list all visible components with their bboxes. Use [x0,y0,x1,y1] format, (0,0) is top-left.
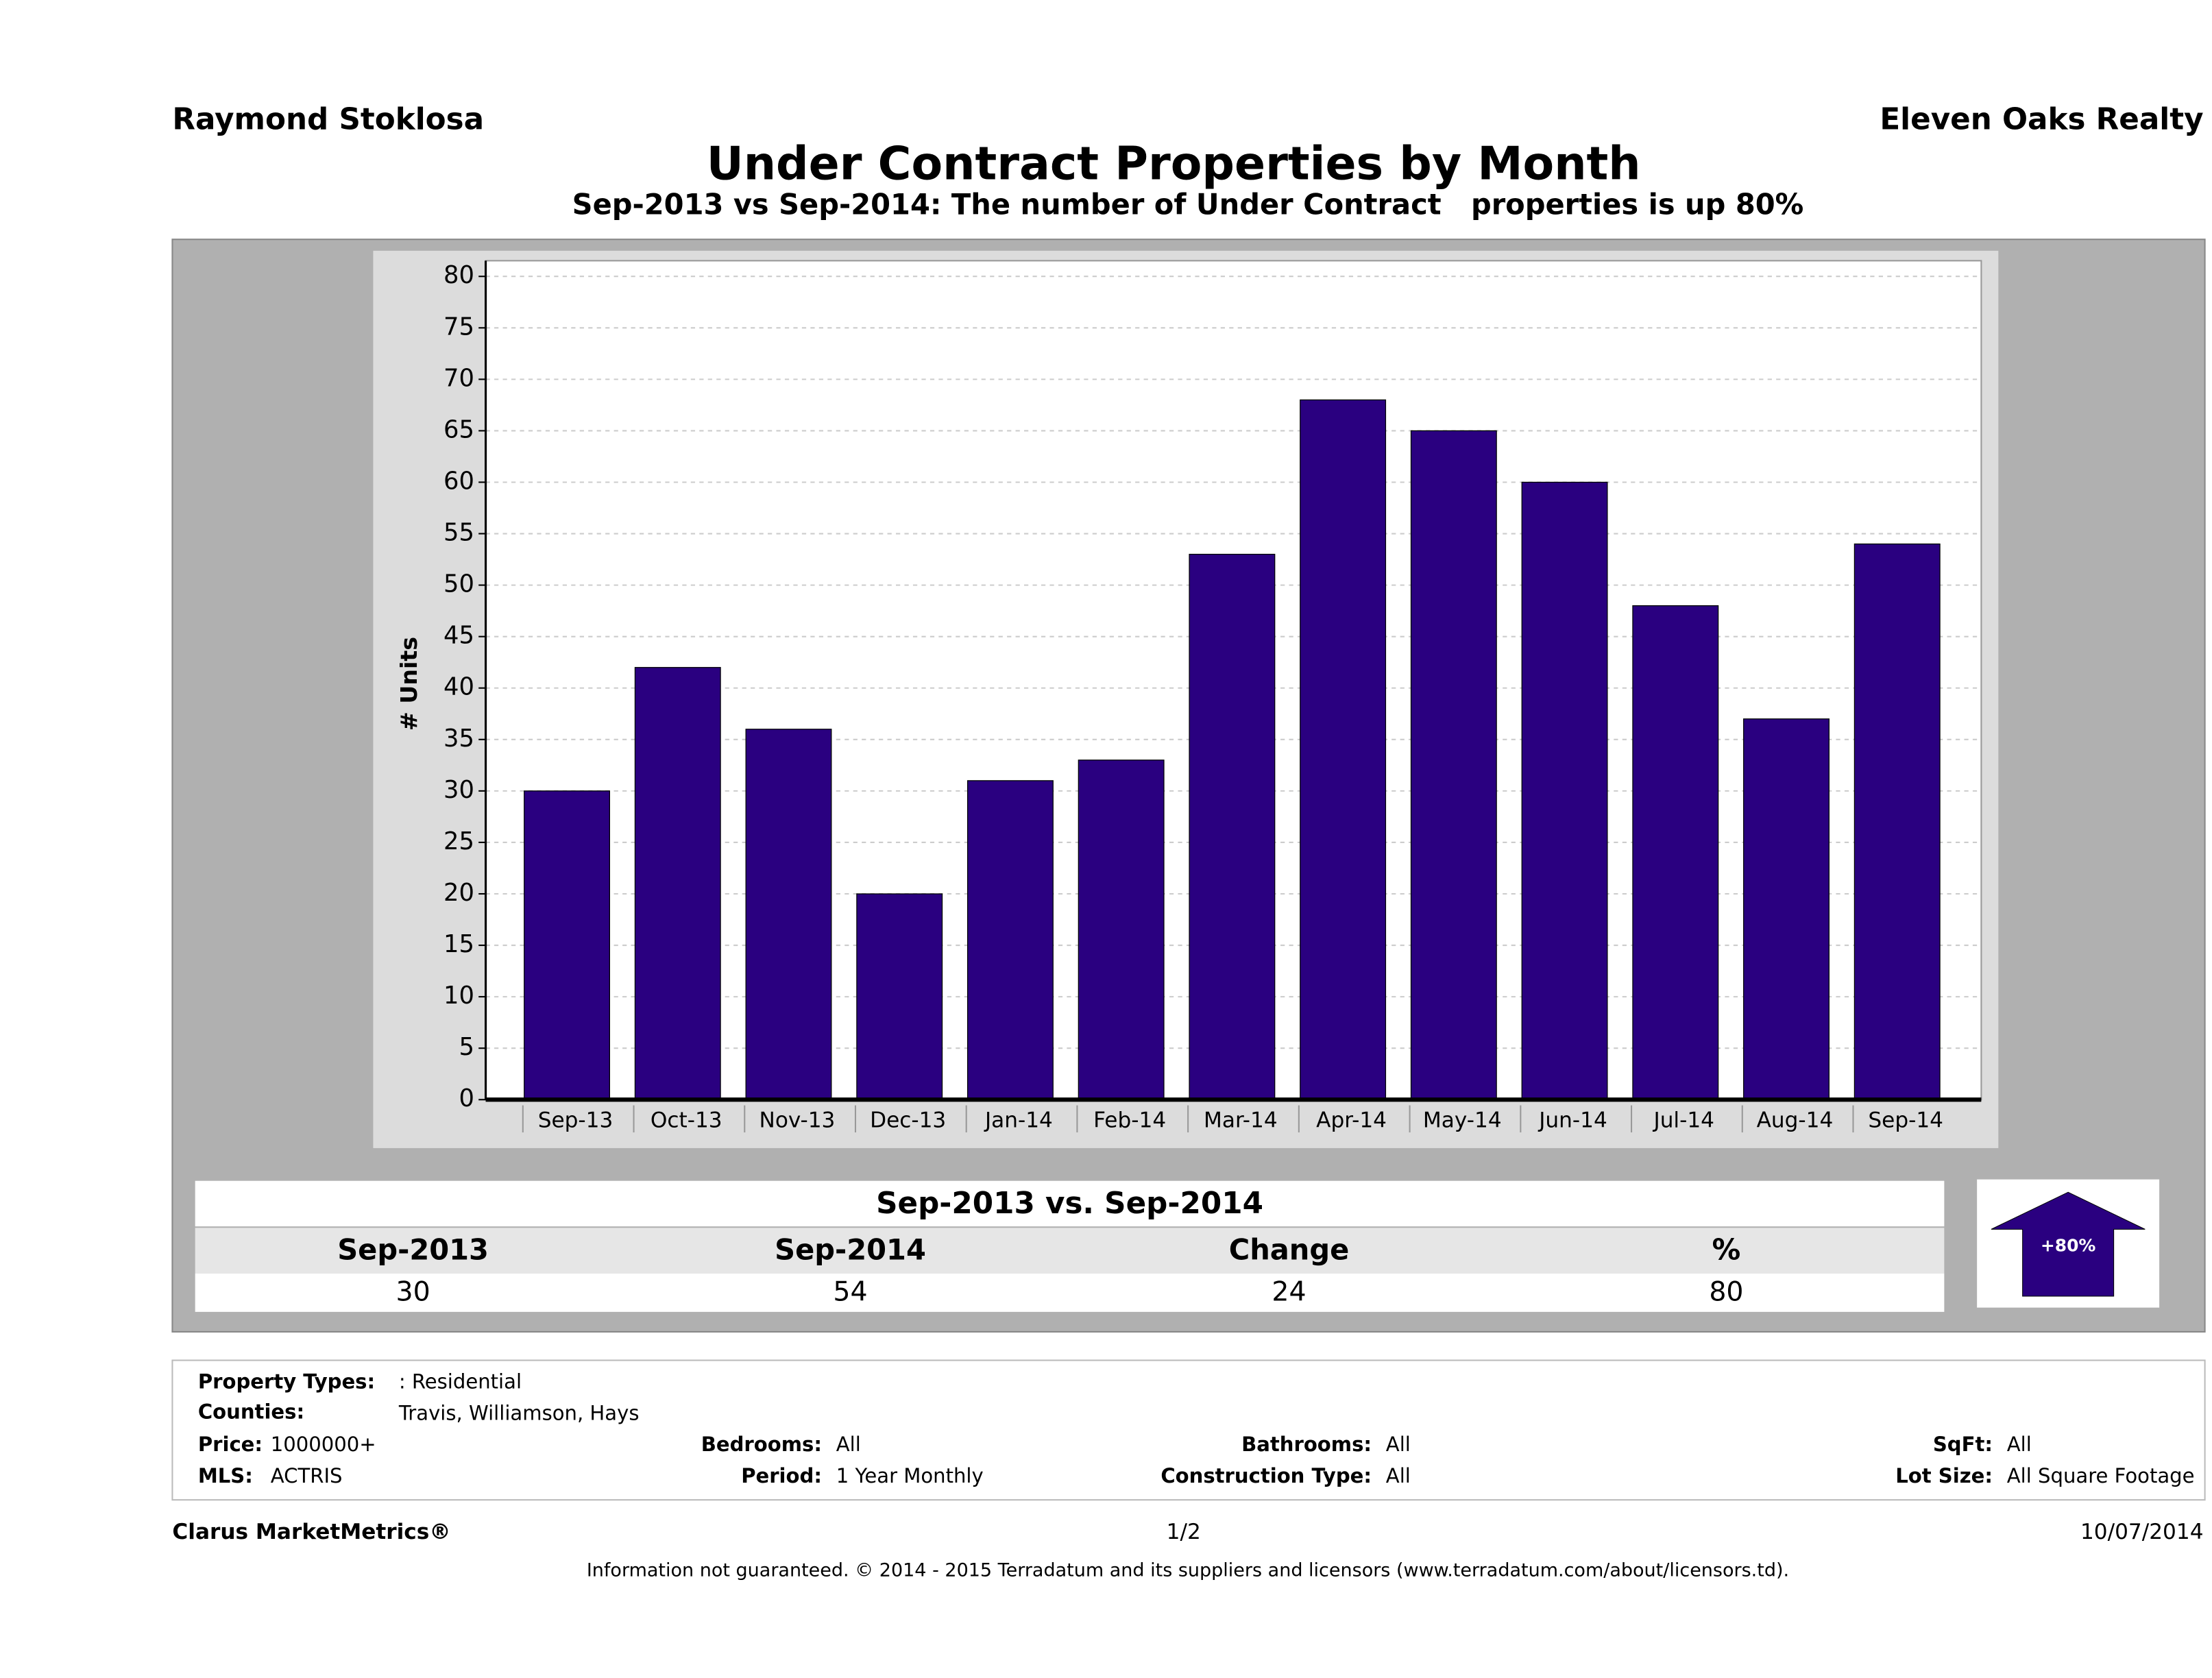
x-tick-label: Jul-14 [1653,1108,1714,1132]
x-tick-label: Sep-13 [538,1108,613,1132]
filter-value: ACTRIS [271,1464,343,1487]
x-tick-label: Aug-14 [1757,1108,1834,1132]
x-tick-label: Dec-13 [870,1108,946,1132]
y-tick-label: 80 [443,261,474,289]
y-tick-label: 50 [443,570,474,598]
summary-value: 30 [396,1276,430,1307]
filter-value: All [1386,1433,1411,1456]
filter-label: SqFt: [1933,1433,1993,1456]
summary-header: Change [1229,1233,1350,1267]
bar [1521,481,1608,1100]
badge-arrow [1991,1191,2146,1297]
filter-box [171,1359,2206,1501]
y-tick-label: 30 [443,776,474,804]
y-tick-label: 65 [443,415,474,443]
filter-label: Lot Size: [1895,1464,1993,1487]
disclaimer: Information not guaranteed. © 2014 - 201… [587,1560,1789,1581]
bar [1743,718,1830,1100]
y-tick-label: 5 [459,1033,474,1061]
filter-value: : Residential [399,1370,522,1394]
summary-title-row [195,1180,1945,1227]
bar [1854,543,1941,1100]
y-tick-label: 10 [443,982,474,1010]
x-tick-label: Jun-14 [1538,1108,1607,1132]
summary-title: Sep-2013 vs. Sep-2014 [876,1187,1263,1221]
y-tick-label: 20 [443,879,474,907]
x-tick-label: Sep-14 [1868,1108,1943,1132]
bar [745,729,832,1100]
x-tick-label: Oct-13 [651,1108,722,1132]
y-tick-label: 75 [443,313,474,341]
summary-header: Sep-2014 [775,1233,926,1267]
y-tick-label: 70 [443,364,474,392]
chart-title: Under Contract Properties by Month [707,136,1641,190]
filter-label: Construction Type: [1160,1464,1372,1487]
x-tick-label: May-14 [1423,1108,1502,1132]
y-axis-label: # Units [396,637,422,731]
filter-value: All [836,1433,861,1456]
bar [634,667,721,1100]
y-tick-label: 45 [443,622,474,650]
filter-value: All [2007,1433,2032,1456]
footer-date: 10/07/2014 [2080,1520,2204,1544]
bar [1632,605,1719,1100]
y-tick-label: 0 [459,1084,474,1112]
x-tick-label: Nov-13 [759,1108,836,1132]
bar [1078,759,1165,1100]
x-tick-label: Jan-14 [984,1108,1053,1132]
x-tick-label: Apr-14 [1316,1108,1387,1132]
filter-value: All Square Footage [2007,1464,2195,1487]
filter-value: 1000000+ [271,1433,376,1456]
y-tick-label: 15 [443,930,474,958]
summary-value: 24 [1272,1276,1306,1307]
summary-header: % [1712,1233,1741,1267]
chart-subtitle: Sep-2013 vs Sep-2014: The number of Unde… [572,187,1804,221]
y-tick-label: 40 [443,673,474,701]
filter-label: Counties: [198,1400,304,1423]
bar [1410,430,1497,1100]
filter-value: All [1386,1464,1411,1487]
filter-value: 1 Year Monthly [836,1464,984,1487]
summary-value: 54 [833,1276,867,1307]
bar [1189,553,1276,1100]
x-tick-label: Feb-14 [1093,1108,1166,1132]
summary-value-row [195,1273,1945,1312]
company: Eleven Oaks Realty [1880,103,2203,137]
summary-header-row [195,1228,1945,1274]
filter-label: MLS: [198,1464,253,1487]
footer-page: 1/2 [1167,1520,1201,1544]
agent: Raymond Stoklosa [172,103,484,137]
y-tick-label: 55 [443,519,474,547]
footer-brand: Clarus MarketMetrics® [172,1520,450,1544]
y-tick-label: 35 [443,725,474,753]
badge-label: +80% [2041,1235,2096,1255]
filter-label: Property Types: [198,1370,375,1394]
bar [1300,399,1387,1100]
y-tick-label: 60 [443,467,474,495]
bar [967,780,1054,1100]
bar [856,893,943,1100]
filter-label: Period: [741,1464,822,1487]
filter-label: Bathrooms: [1241,1433,1372,1456]
y-tick-label: 25 [443,827,474,855]
filter-label: Bedrooms: [701,1433,822,1456]
summary-value: 80 [1709,1276,1743,1307]
x-tick-label: Mar-14 [1204,1108,1278,1132]
filter-value: Travis, Williamson, Hays [398,1401,640,1424]
bar [524,790,611,1100]
summary-header: Sep-2013 [337,1233,489,1267]
filter-label: Price: [198,1433,263,1456]
